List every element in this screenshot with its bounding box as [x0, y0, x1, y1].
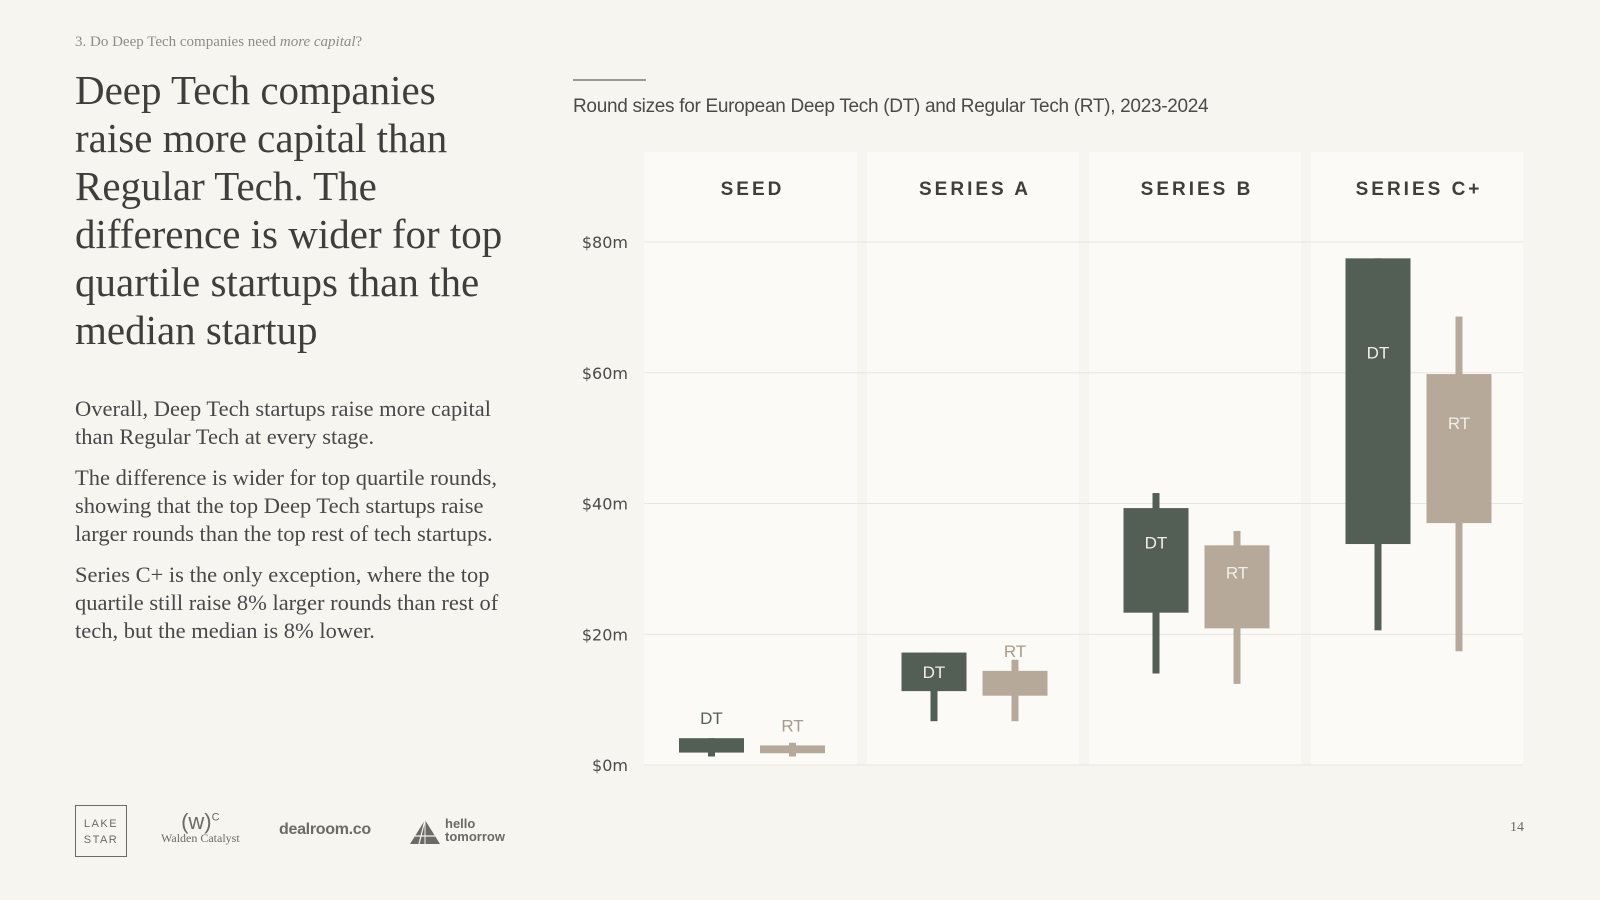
hello-tomorrow-icon — [410, 819, 440, 845]
candle-label: RT — [1226, 564, 1248, 583]
walden-catalyst-logo: (w)C Walden Catalyst — [161, 809, 240, 846]
candle-box — [982, 670, 1048, 696]
partner-logos: LAKE STAR (w)C Walden Catalyst dealroom.… — [75, 805, 515, 859]
section-kicker: 3. Do Deep Tech companies need more capi… — [75, 34, 362, 51]
candle-box — [760, 745, 825, 754]
candle-box — [679, 738, 744, 753]
stage-panel — [1089, 152, 1301, 765]
body-text: Overall, Deep Tech startups raise more c… — [75, 395, 505, 658]
body-paragraph: Overall, Deep Tech startups raise more c… — [75, 396, 491, 449]
candle-label: DT — [700, 709, 723, 728]
candle-label: RT — [1448, 414, 1470, 433]
kicker-emphasis: more capital — [279, 34, 356, 50]
candle-label: RT — [781, 716, 803, 735]
kicker-prefix: 3. Do Deep Tech companies need — [75, 34, 280, 50]
y-tick-label: $40m — [582, 495, 628, 514]
body-paragraph: The difference is wider for top quartile… — [75, 465, 497, 546]
lake-star-logo: LAKE STAR — [75, 805, 127, 857]
page-number: 14 — [1510, 820, 1524, 835]
chart-title: Round sizes for European Deep Tech (DT) … — [573, 96, 1209, 117]
walden-sup: C — [211, 811, 220, 824]
y-tick-label: $60m — [582, 364, 628, 383]
hello-line1: hello — [445, 816, 476, 831]
stage-label: SERIES B — [1141, 179, 1254, 200]
page-headline: Deep Tech companies raise more capital t… — [75, 67, 503, 353]
candle-box — [1426, 374, 1492, 524]
y-tick-label: $80m — [582, 233, 628, 252]
stage-label: SERIES A — [919, 179, 1031, 200]
chart-title-rule — [573, 79, 646, 81]
lake-star-line1: LAKE — [83, 818, 119, 830]
walden-name: Walden Catalyst — [161, 831, 240, 845]
lake-star-line2: STAR — [83, 834, 119, 846]
candle-label: DT — [1367, 344, 1390, 363]
y-tick-label: $20m — [582, 625, 628, 644]
walden-mark: (w) — [181, 809, 212, 834]
candle-label: DT — [923, 663, 946, 682]
body-paragraph: Series C+ is the only exception, where t… — [75, 562, 499, 643]
y-tick-label: $0m — [592, 756, 628, 775]
candle-box — [1204, 545, 1270, 629]
dealroom-logo: dealroom.co — [279, 821, 371, 838]
stage-label: SEED — [721, 179, 785, 200]
candle-box — [1345, 258, 1411, 545]
candle-label: DT — [1145, 534, 1168, 553]
stage-panel — [644, 152, 857, 765]
candle-box — [901, 652, 967, 692]
candle-label: RT — [1004, 642, 1026, 661]
hello-line2: tomorrow — [445, 829, 505, 844]
candle-box — [1123, 508, 1189, 613]
stage-label: SERIES C+ — [1356, 179, 1483, 200]
kicker-suffix: ? — [355, 34, 363, 50]
